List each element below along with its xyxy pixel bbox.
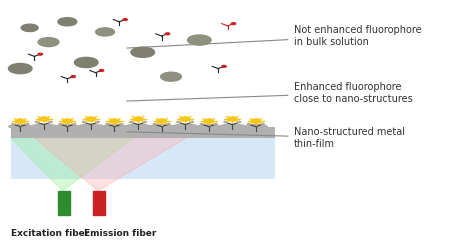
Circle shape: [188, 35, 211, 45]
Ellipse shape: [106, 123, 109, 125]
Ellipse shape: [59, 123, 62, 125]
Circle shape: [39, 117, 48, 121]
Ellipse shape: [82, 121, 86, 123]
Circle shape: [16, 119, 25, 123]
Bar: [11, 134, 275, 179]
Ellipse shape: [197, 125, 220, 129]
Bar: [11, 127, 275, 138]
Ellipse shape: [96, 121, 99, 123]
Circle shape: [21, 24, 38, 31]
Text: Emission fiber: Emission fiber: [84, 229, 156, 238]
Circle shape: [231, 23, 236, 24]
Ellipse shape: [73, 123, 76, 125]
Ellipse shape: [130, 121, 133, 123]
Circle shape: [110, 119, 119, 123]
Ellipse shape: [125, 124, 151, 129]
Circle shape: [161, 72, 182, 81]
Ellipse shape: [261, 123, 264, 125]
Text: Nano-structured metal
thin-film: Nano-structured metal thin-film: [127, 127, 404, 149]
Circle shape: [181, 117, 190, 121]
Ellipse shape: [120, 123, 123, 125]
Circle shape: [100, 69, 104, 71]
Circle shape: [86, 117, 96, 121]
Ellipse shape: [191, 121, 193, 123]
Bar: [58, 191, 70, 215]
Circle shape: [38, 38, 59, 46]
Ellipse shape: [153, 123, 156, 125]
Circle shape: [251, 119, 261, 123]
Circle shape: [133, 117, 143, 121]
Ellipse shape: [172, 124, 198, 129]
Ellipse shape: [247, 123, 251, 125]
Circle shape: [74, 57, 98, 68]
Circle shape: [58, 18, 77, 26]
Circle shape: [131, 47, 155, 57]
Ellipse shape: [31, 124, 57, 129]
Ellipse shape: [26, 123, 28, 125]
Ellipse shape: [103, 125, 126, 129]
Circle shape: [222, 65, 226, 67]
Ellipse shape: [78, 124, 104, 129]
Circle shape: [204, 119, 213, 123]
Circle shape: [38, 53, 43, 55]
Ellipse shape: [201, 123, 203, 125]
Ellipse shape: [167, 123, 170, 125]
Ellipse shape: [177, 121, 180, 123]
Ellipse shape: [224, 121, 227, 123]
Ellipse shape: [150, 125, 173, 129]
Ellipse shape: [245, 125, 267, 129]
Bar: [93, 191, 105, 215]
Ellipse shape: [219, 124, 245, 129]
Ellipse shape: [49, 121, 52, 123]
Circle shape: [96, 28, 115, 36]
Ellipse shape: [143, 121, 146, 123]
Circle shape: [71, 76, 75, 77]
Ellipse shape: [56, 125, 79, 129]
Polygon shape: [35, 138, 186, 191]
Ellipse shape: [214, 123, 217, 125]
Circle shape: [123, 19, 127, 21]
Circle shape: [63, 119, 72, 123]
Text: Not enhanced fluorophore
in bulk solution: Not enhanced fluorophore in bulk solutio…: [127, 25, 421, 48]
Text: Excitation fiber: Excitation fiber: [11, 229, 89, 238]
Ellipse shape: [9, 125, 32, 129]
Circle shape: [228, 117, 237, 121]
Ellipse shape: [237, 121, 241, 123]
Circle shape: [165, 33, 170, 35]
Circle shape: [157, 119, 166, 123]
Ellipse shape: [36, 121, 38, 123]
Polygon shape: [11, 138, 133, 191]
Ellipse shape: [12, 123, 15, 125]
Text: Enhanced fluorophore
close to nano-structures: Enhanced fluorophore close to nano-struc…: [127, 82, 412, 104]
Circle shape: [9, 63, 32, 74]
